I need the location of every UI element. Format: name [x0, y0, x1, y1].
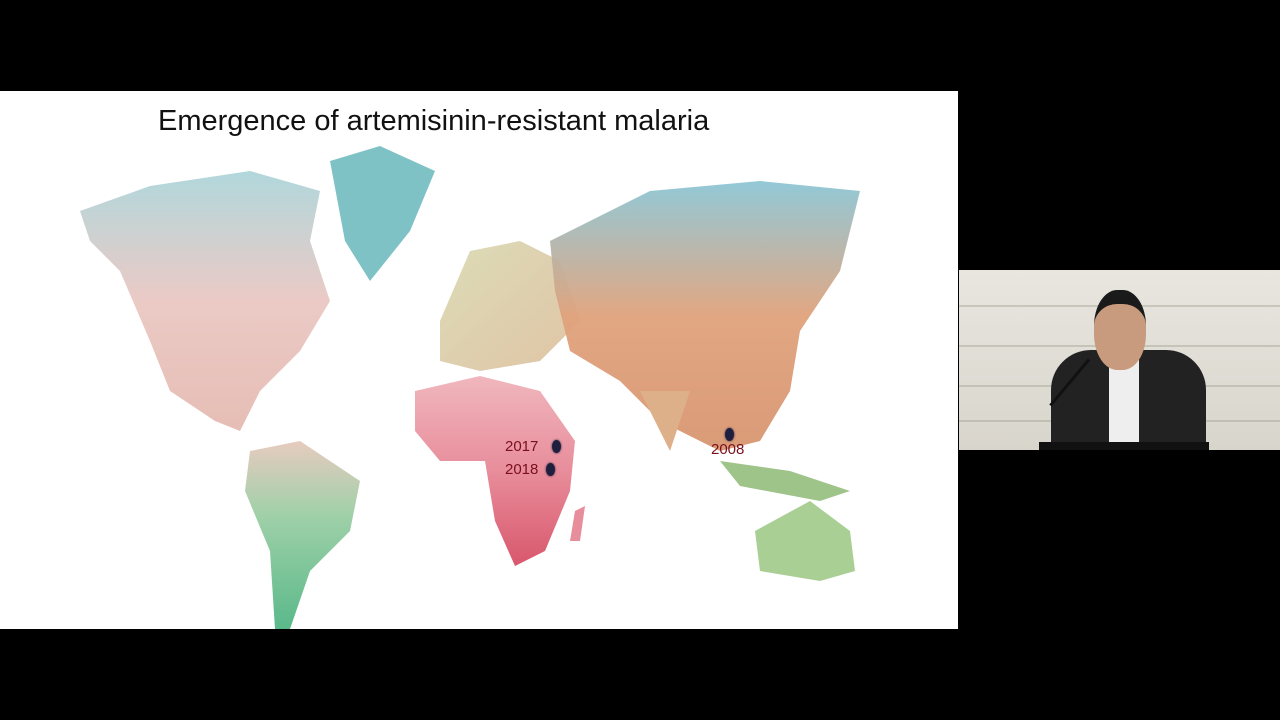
- southeast-asia-islands: [720, 461, 850, 501]
- presentation-slide: Emergence of artemisinin-resistant malar…: [0, 91, 958, 629]
- podium: [1039, 442, 1209, 450]
- starburst-marker-icon: [725, 428, 734, 441]
- north-america: [80, 171, 330, 431]
- slide-title: Emergence of artemisinin-resistant malar…: [158, 105, 710, 137]
- africa: [415, 376, 575, 566]
- speaker-shirt: [1109, 355, 1139, 450]
- asia: [550, 181, 860, 451]
- marker-label-2008: 2008: [711, 441, 745, 458]
- india: [640, 391, 690, 451]
- world-map: [80, 146, 860, 629]
- europe: [440, 241, 580, 371]
- south-america: [245, 441, 360, 629]
- greenland: [330, 146, 435, 281]
- speaker-head: [1094, 290, 1146, 370]
- australia: [755, 501, 855, 581]
- starburst-marker-icon: [546, 463, 555, 476]
- starburst-marker-icon: [552, 440, 561, 453]
- marker-label-2018: 2018: [505, 461, 539, 478]
- madagascar: [570, 506, 585, 541]
- speaker-video: [959, 270, 1280, 450]
- marker-label-2017: 2017: [505, 438, 539, 455]
